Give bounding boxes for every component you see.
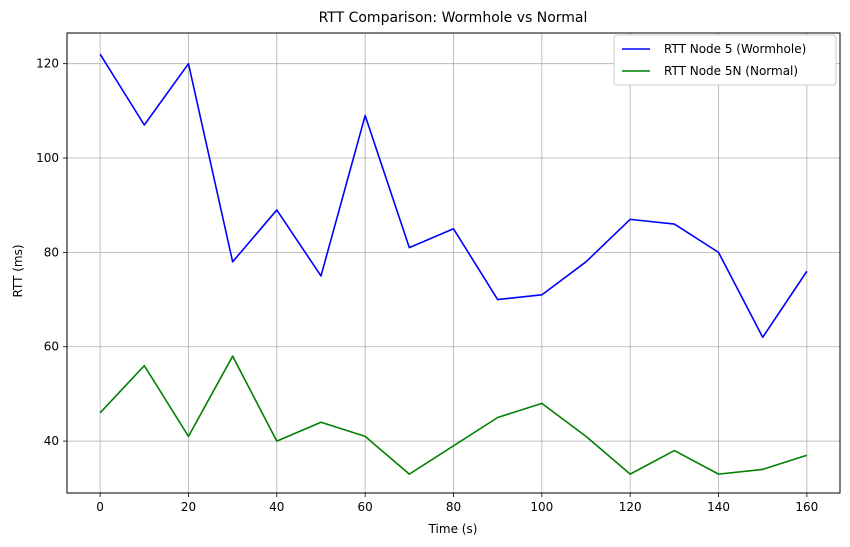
legend-label-1: RTT Node 5 (Wormhole) bbox=[664, 42, 806, 56]
legend-box bbox=[613, 34, 837, 86]
x-tick-label: 100 bbox=[530, 500, 553, 514]
y-tick-label: 80 bbox=[44, 245, 59, 259]
x-tick-label: 140 bbox=[707, 500, 730, 514]
y-tick-label: 100 bbox=[36, 151, 59, 165]
x-tick-label: 0 bbox=[96, 500, 104, 514]
series-line-2 bbox=[99, 355, 808, 475]
x-tick-label: 60 bbox=[358, 500, 373, 514]
series-lines bbox=[99, 53, 808, 475]
x-tick-label: 20 bbox=[181, 500, 196, 514]
legend: RTT Node 5 (Wormhole) RTT Node 5N (Normal… bbox=[613, 34, 837, 86]
chart-title: RTT Comparison: Wormhole vs Normal bbox=[319, 10, 588, 26]
axis-ticks: 0 20 40 60 80 100 120 140 160 40 60 80 100 120 bbox=[36, 57, 818, 514]
series-line-1 bbox=[99, 53, 808, 339]
x-tick-label: 120 bbox=[619, 500, 642, 514]
y-tick-label: 40 bbox=[44, 434, 59, 448]
legend-label-2: RTT Node 5N (Normal) bbox=[664, 64, 798, 78]
y-tick-label: 60 bbox=[44, 340, 59, 354]
x-tick-label: 80 bbox=[446, 500, 461, 514]
y-axis-label: RTT (ms) bbox=[11, 244, 25, 297]
x-tick-label: 40 bbox=[269, 500, 284, 514]
x-tick-label: 160 bbox=[795, 500, 818, 514]
x-axis-label: Time (s) bbox=[428, 522, 478, 536]
y-tick-label: 120 bbox=[36, 57, 59, 71]
